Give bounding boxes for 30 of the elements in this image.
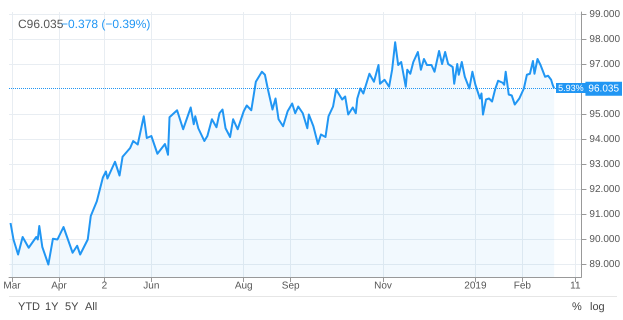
x-tick-label: Jun bbox=[143, 280, 160, 292]
y-tick-label: 90.000 bbox=[589, 234, 620, 245]
ref-line-label: 96.035 bbox=[588, 83, 620, 94]
y-tick-label: 98.000 bbox=[589, 34, 620, 45]
text: 5Y bbox=[65, 301, 78, 313]
x-tick-label: Aug bbox=[234, 280, 253, 292]
x-tick-label: Apr bbox=[51, 280, 68, 292]
text: % bbox=[572, 301, 582, 313]
x-tick-label: Sep bbox=[282, 280, 300, 292]
annotation: 5.93% bbox=[556, 82, 586, 93]
y-tick-label: 89.000 bbox=[589, 259, 620, 270]
text: 1Y bbox=[45, 301, 58, 313]
y-tick-label: 92.000 bbox=[589, 184, 620, 195]
text: log bbox=[590, 301, 605, 313]
y-tick-label: 91.000 bbox=[589, 209, 620, 220]
x-tick-label: 2019 bbox=[464, 280, 487, 292]
y-tick-label: 97.000 bbox=[589, 59, 620, 70]
x-tick-label: Mar bbox=[3, 280, 22, 292]
x-tick-label: 2 bbox=[102, 280, 108, 292]
text: YTD bbox=[18, 301, 40, 313]
annotation: C96.035 bbox=[18, 17, 64, 31]
y-tick-label: 94.000 bbox=[589, 134, 620, 145]
y-tick-label: 99.000 bbox=[589, 9, 620, 20]
y-tick-label: 93.000 bbox=[589, 159, 620, 170]
text: All bbox=[85, 301, 98, 313]
x-tick-label: Nov bbox=[374, 280, 392, 292]
y-tick-label: 95.000 bbox=[589, 109, 620, 120]
x-tick-label: Feb bbox=[514, 280, 532, 292]
annotation: −0.378 (−0.39%) bbox=[61, 17, 150, 31]
x-tick-label: 11 bbox=[570, 280, 581, 292]
